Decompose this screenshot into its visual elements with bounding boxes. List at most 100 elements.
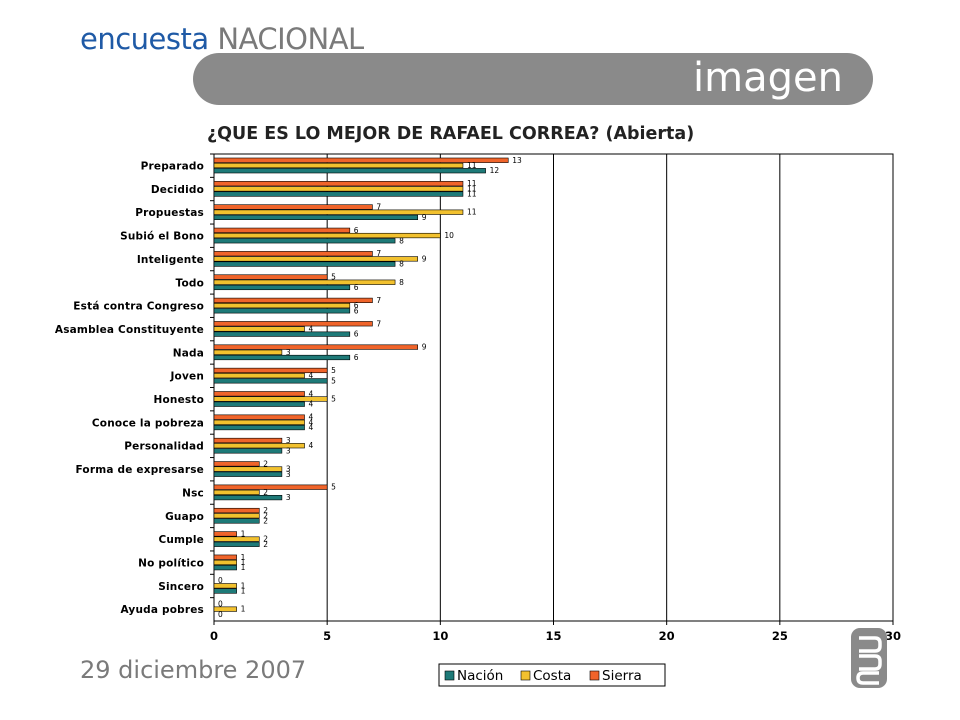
bar-nacion	[213, 284, 351, 291]
bar-nacion	[213, 168, 486, 174]
legend-label: Sierra	[602, 668, 642, 684]
data-label: 6	[354, 306, 359, 315]
bar-costa	[213, 419, 305, 425]
data-label: 7	[376, 249, 381, 258]
bar-costa	[213, 279, 396, 285]
bar-costa	[213, 443, 305, 449]
data-label: 2	[263, 506, 268, 515]
bar-costa	[213, 466, 283, 472]
bar-nacion	[213, 401, 305, 407]
bar-costa	[213, 232, 441, 239]
bar-nacion	[213, 308, 351, 314]
data-label: 4	[309, 400, 314, 409]
category-label: Subió el Bono	[120, 231, 204, 243]
data-label: 8	[399, 236, 404, 245]
bar-nacion	[213, 448, 283, 454]
data-label: 10	[444, 231, 454, 240]
bar-sierra	[213, 437, 283, 444]
bar-sierra	[213, 507, 260, 514]
bar-costa	[213, 326, 305, 332]
x-tick-label: 5	[323, 629, 331, 643]
data-label: 1	[241, 553, 246, 562]
x-tick-label: 20	[659, 629, 675, 643]
data-label: 3	[286, 470, 291, 479]
bar-nacion	[213, 238, 396, 244]
bar-costa	[213, 536, 260, 542]
category-label: Conoce la pobreza	[92, 417, 204, 429]
data-label: 11	[467, 184, 477, 193]
data-label: 6	[354, 226, 359, 235]
data-label: 4	[309, 371, 314, 380]
data-label: 5	[331, 273, 336, 282]
data-label: 9	[422, 343, 427, 352]
bar-nacion	[213, 191, 464, 197]
bar-costa	[213, 583, 237, 589]
data-label: 5	[331, 395, 336, 404]
data-label: 6	[354, 301, 359, 310]
bar-costa	[213, 489, 260, 496]
data-label: 6	[354, 283, 359, 292]
bar-costa	[213, 559, 237, 566]
bar-nacion	[213, 471, 283, 477]
data-label: 3	[286, 436, 291, 445]
category-label: Personalidad	[124, 441, 204, 453]
category-label: No político	[138, 557, 204, 569]
bar-nacion	[213, 214, 418, 221]
bar-costa	[213, 396, 328, 402]
bar-nacion	[213, 494, 283, 501]
bar-sierra	[213, 484, 328, 490]
bar-costa	[213, 349, 283, 355]
bar-sierra	[213, 414, 305, 420]
category-label: Todo	[175, 277, 204, 289]
category-label: Sincero	[158, 581, 204, 593]
data-label: 5	[331, 483, 336, 492]
chart-title: ¿QUE ES LO MEJOR DE RAFAEL CORREA? (Abie…	[207, 124, 695, 144]
banner: imagen	[193, 53, 873, 105]
data-label: 11	[467, 161, 477, 170]
category-label: Nada	[173, 347, 204, 359]
data-label: 4	[309, 418, 314, 427]
legend-label: Costa	[533, 668, 571, 684]
brand-title: encuesta NACIONAL	[80, 22, 364, 56]
data-label: 9	[422, 213, 427, 222]
category-label: Honesto	[154, 394, 204, 406]
category-label: Forma de expresarse	[75, 464, 204, 476]
data-label: 3	[286, 493, 291, 502]
bar-sierra	[213, 297, 373, 304]
data-label: 6	[354, 353, 359, 362]
bar-nacion	[213, 518, 260, 524]
data-label: 1	[241, 558, 246, 567]
data-label: 11	[467, 208, 477, 217]
data-label: 12	[490, 166, 500, 175]
data-label: 0	[218, 576, 223, 585]
bar-nacion	[213, 261, 396, 267]
banner-text: imagen	[693, 55, 843, 101]
category-label: Está contra Congreso	[73, 301, 204, 313]
bar-costa	[213, 186, 464, 192]
data-label: 6	[354, 330, 359, 339]
data-label: 4	[309, 324, 314, 333]
data-label: 9	[422, 254, 427, 263]
bar-sierra	[213, 181, 464, 187]
data-label: 4	[309, 413, 314, 422]
bar-sierra	[213, 554, 237, 560]
data-label: 2	[263, 540, 268, 549]
bar-sierra	[213, 157, 509, 163]
footer-date: 29 diciembre 2007	[80, 656, 307, 684]
bar-sierra	[213, 251, 373, 257]
bar-costa	[213, 302, 351, 309]
data-label: 7	[376, 203, 381, 212]
data-label: 11	[467, 190, 477, 199]
category-label: Decidido	[151, 184, 204, 196]
bar-sierra	[213, 391, 305, 397]
data-label: 1	[241, 581, 246, 590]
data-label: 3	[286, 465, 291, 474]
data-label: 2	[263, 488, 268, 497]
brand-part2: NACIONAL	[217, 22, 364, 56]
bar-sierra	[213, 531, 237, 537]
bar-nacion	[213, 331, 351, 337]
bar-nacion	[213, 424, 305, 431]
data-label: 2	[263, 511, 268, 520]
bar-sierra	[213, 321, 373, 327]
data-label: 0	[218, 599, 223, 608]
